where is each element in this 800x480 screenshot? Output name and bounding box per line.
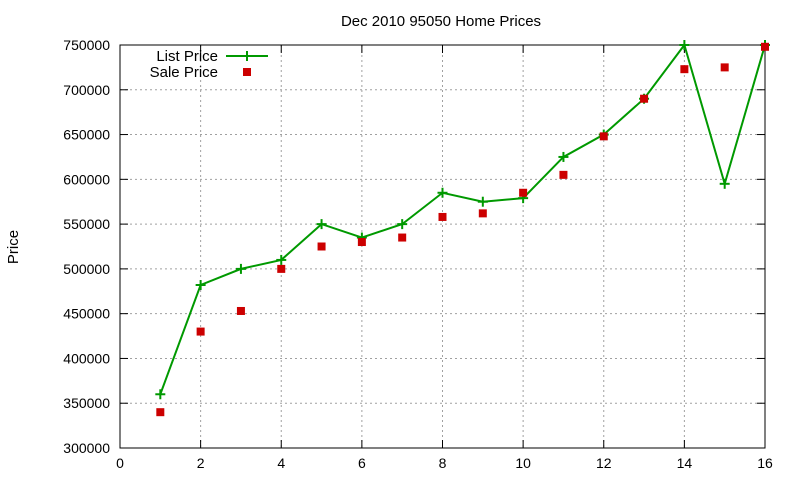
list-price-point [155,389,166,400]
list-price-point [397,219,408,230]
sale-price-point [680,65,689,74]
list-price-point [558,151,569,162]
legend-label-sale-price: Sale Price [150,64,218,81]
legend-label-list-price: List Price [156,48,218,65]
legend-marker-list-price [242,51,252,61]
list-price-point [316,219,327,230]
list-price-point [195,280,206,291]
sale-price-point [317,242,326,251]
x-tick-label: 14 [677,455,693,471]
x-tick-label: 12 [596,455,612,471]
sale-price-point [398,233,407,242]
list-price-series-line [159,42,766,395]
x-tick-label: 6 [358,455,366,471]
x-tick-label: 10 [515,455,531,471]
y-tick-label: 750000 [63,37,110,53]
y-tick-label: 400000 [63,350,110,366]
x-tick-label: 2 [197,455,205,471]
sale-price-point [519,188,528,197]
tick-layer: 300000 350000 400000 450000 500000 550000 6000… [63,37,773,471]
y-tick-label: 600000 [63,171,110,187]
x-tick-label: 8 [439,455,447,471]
list-price-point [719,178,730,189]
y-tick-label: 650000 [63,127,110,143]
sale-price-point [236,306,245,315]
y-tick-label: 450000 [63,306,110,322]
sale-price-point [599,132,608,141]
y-tick-label: 350000 [63,395,110,411]
y-tick-label: 550000 [63,216,110,232]
list-price-point [477,196,488,207]
x-tick-label: 4 [277,455,285,471]
sale-price-point [357,238,366,247]
sale-price-point [761,42,769,51]
series-layer [155,40,770,417]
grid-layer [120,45,765,448]
y-tick-label: 700000 [63,82,110,98]
list-price-point [437,187,448,198]
x-tick-label: 16 [757,455,773,471]
sale-price-point [720,63,729,72]
sale-price-point [438,212,447,221]
sale-price-point [640,94,649,103]
sale-price-point [559,170,568,179]
y-tick-label: 500000 [63,261,110,277]
chart-title: Dec 2010 95050 Home Prices [341,13,541,30]
y-axis-title: Price [5,230,22,264]
list-price-point [679,40,690,50]
sale-price-point [196,327,205,336]
y-tick-label: 300000 [63,440,110,456]
x-tick-label: 0 [116,455,124,471]
legend-marker-sale-price [243,68,251,76]
sale-price-point [277,264,286,273]
list-price-point [235,263,246,274]
sale-price-point [156,408,165,417]
sale-price-point [478,209,487,218]
list-price-point [276,254,287,265]
